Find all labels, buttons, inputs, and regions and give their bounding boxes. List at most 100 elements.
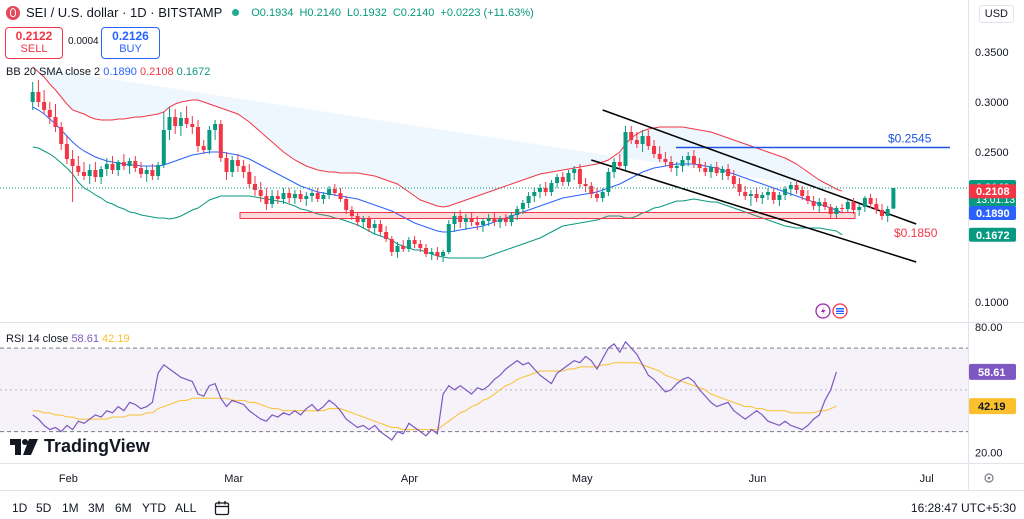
scale-settings-icon[interactable] <box>984 473 994 483</box>
candle-body <box>481 221 485 225</box>
currency-button[interactable]: USD <box>978 5 1014 23</box>
timeframe-5d[interactable]: 5D <box>36 501 52 515</box>
candle-body <box>589 186 594 194</box>
candle-body <box>697 164 702 168</box>
calendar-range-icon[interactable] <box>214 500 230 516</box>
candle-body <box>196 127 200 146</box>
candle-body <box>595 194 599 198</box>
timeframe-6m[interactable]: 6M <box>115 501 132 515</box>
candle-body <box>42 102 47 110</box>
candle-body <box>862 198 867 207</box>
candle-body <box>167 117 172 130</box>
candle-body <box>811 201 816 206</box>
price-tick-label: 0.2500 <box>975 147 1009 159</box>
bb-label: BB 20 SMA close 2 <box>6 66 101 78</box>
tradingview-logo[interactable]: TradingView <box>10 436 150 457</box>
rsi-tick-label: 20.00 <box>975 448 1003 460</box>
candle-body <box>190 124 195 127</box>
rsi-ma-tag-text: 42.19 <box>978 401 1006 413</box>
timeframe-3m[interactable]: 3M <box>88 501 105 515</box>
candle-body <box>315 193 320 199</box>
candle-body <box>47 110 52 117</box>
candle-body <box>703 168 708 172</box>
rsi-legend[interactable]: RSI 14 close 58.61 42.19 <box>6 333 130 345</box>
candle-body <box>116 162 121 170</box>
resistance-label: $0.2545 <box>888 132 932 146</box>
tradingview-mark-icon <box>10 438 38 455</box>
candle-body <box>424 248 428 254</box>
candle-body <box>287 193 292 198</box>
candle-body <box>840 208 845 209</box>
rsi-value: 58.61 <box>71 333 99 345</box>
candle-body <box>538 188 542 192</box>
lightning-event-icon[interactable] <box>815 303 831 319</box>
candle-body <box>657 154 662 159</box>
timeframe-1m[interactable]: 1M <box>62 501 79 515</box>
candle-body <box>868 198 873 204</box>
candle-body <box>515 209 520 215</box>
candle-body <box>253 184 257 190</box>
economic-event-flag-icon[interactable] <box>832 303 848 319</box>
sell-button[interactable]: 0.2122 SELL <box>5 27 63 59</box>
candle-body <box>184 118 189 124</box>
candle-body <box>224 158 229 172</box>
buy-price: 0.2126 <box>112 29 149 43</box>
time-tick-label: Feb <box>59 473 78 485</box>
candle-body <box>64 144 69 159</box>
candle-body <box>743 192 748 196</box>
support-zone[interactable] <box>239 212 856 219</box>
candle-body <box>70 159 75 166</box>
tradingview-wordmark: TradingView <box>44 436 150 456</box>
ohlc-close: C0.2140 <box>392 6 435 19</box>
candle-body <box>247 172 252 184</box>
candle-body <box>93 170 98 177</box>
buy-label: BUY <box>119 43 142 55</box>
symbol-title[interactable]: SEI / U.S. dollar · 1D · BITSTAMP <box>26 5 223 20</box>
rsi-label: RSI 14 close <box>6 333 69 345</box>
candle-body <box>173 117 178 126</box>
bb-upper-line <box>32 66 843 208</box>
sell-price: 0.2122 <box>15 29 53 43</box>
candle-body <box>583 184 588 186</box>
candle-body <box>327 189 332 195</box>
candle-body <box>885 209 890 216</box>
candle-body <box>87 170 92 176</box>
candle-body <box>218 124 223 158</box>
utc-clock[interactable]: 16:28:47 UTC+5:30 <box>910 501 1016 515</box>
candle-body <box>235 160 240 166</box>
candle-body <box>469 218 474 222</box>
candle-body <box>560 177 565 182</box>
candle-body <box>817 202 822 206</box>
candle-body <box>161 130 166 165</box>
candle-body <box>834 208 839 214</box>
support-label: $0.1850 <box>894 226 938 240</box>
timeframe-ytd[interactable]: YTD <box>142 501 166 515</box>
buy-button[interactable]: 0.2126 BUY <box>101 27 160 59</box>
channel-line-lower[interactable] <box>591 159 917 263</box>
candle-body <box>275 196 280 199</box>
candle-body <box>600 192 605 198</box>
price-tick-label: 0.3000 <box>975 97 1009 109</box>
bb-basis-line <box>32 106 843 233</box>
channel-line-upper[interactable] <box>602 109 917 225</box>
bb-lower-tag-text: 0.1672 <box>976 230 1010 242</box>
candle-body <box>577 169 582 184</box>
candle-body <box>498 219 503 222</box>
bb-legend[interactable]: BB 20 SMA close 2 0.1890 0.2108 0.1672 <box>6 66 210 78</box>
candle-body <box>680 160 685 166</box>
bb-lower-value: 0.1672 <box>176 66 211 78</box>
bb-basis-value: 0.1890 <box>103 66 137 78</box>
candle-body <box>429 252 434 254</box>
candle-body <box>760 195 765 198</box>
time-tick-label: Apr <box>401 473 418 485</box>
bb-basis-tag <box>969 206 1016 220</box>
timeframe-1d[interactable]: 1D <box>12 501 28 515</box>
time-tick-label: Jun <box>749 473 767 485</box>
candle-body <box>344 199 349 210</box>
candle-body <box>201 146 206 150</box>
candle-body <box>669 162 674 168</box>
candle-body <box>754 194 759 198</box>
candle-body <box>270 196 275 204</box>
timeframe-all[interactable]: ALL <box>175 501 197 515</box>
